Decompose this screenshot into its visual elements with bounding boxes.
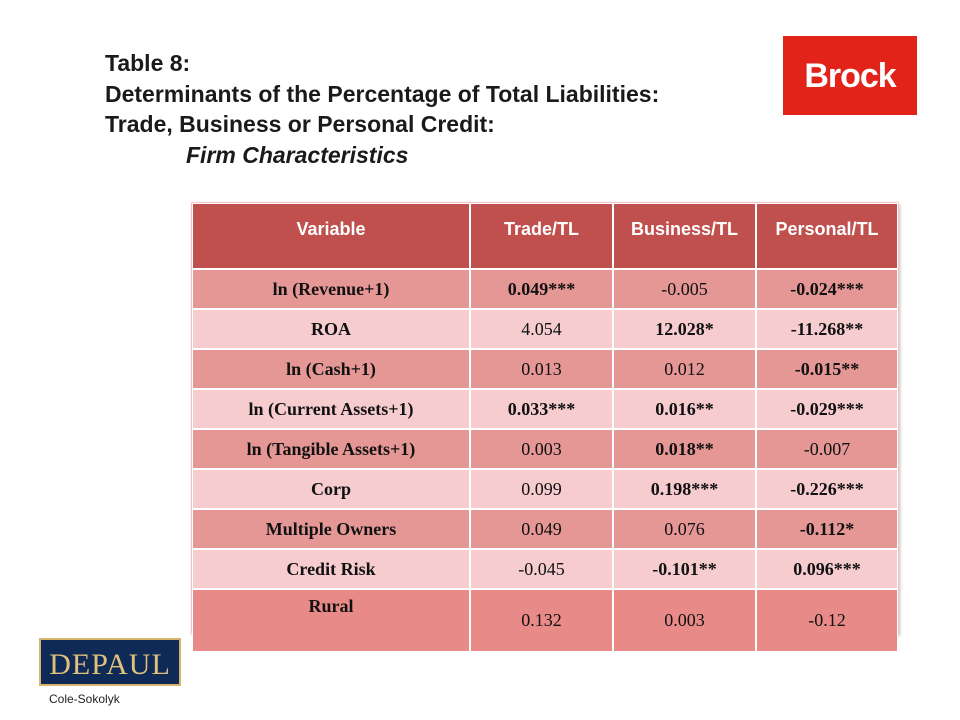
cell-personal: -0.226*** [756,469,898,509]
cell-personal: -0.112* [756,509,898,549]
cell-business: -0.005 [613,269,756,309]
table-header-row: Variable Trade/TL Business/TL Personal/T… [192,203,898,269]
row-variable: ln (Revenue+1) [192,269,470,309]
cell-trade: 0.049*** [470,269,613,309]
results-table: Variable Trade/TL Business/TL Personal/T… [192,203,898,652]
cell-trade: 0.099 [470,469,613,509]
table-row: ln (Revenue+1) 0.049*** -0.005 -0.024*** [192,269,898,309]
header-variable: Variable [192,203,470,269]
cell-business: 0.016** [613,389,756,429]
table-row: ln (Current Assets+1) 0.033*** 0.016** -… [192,389,898,429]
cell-trade: 0.132 [470,589,613,652]
title-subtitle: Firm Characteristics [186,141,409,168]
cell-personal: -11.268** [756,309,898,349]
row-variable: Multiple Owners [192,509,470,549]
table-row: Rural 0.132 0.003 -0.12 [192,589,898,652]
cell-trade: 4.054 [470,309,613,349]
cell-trade: 0.033*** [470,389,613,429]
cell-personal: -0.015** [756,349,898,389]
cell-personal: -0.007 [756,429,898,469]
cell-trade: 0.049 [470,509,613,549]
cell-business: 0.076 [613,509,756,549]
depaul-logo-text: DEPAUL [49,648,171,681]
header-business: Business/TL [613,203,756,269]
row-variable: Credit Risk [192,549,470,589]
row-variable: Corp [192,469,470,509]
cell-personal: -0.024*** [756,269,898,309]
cell-business: 0.003 [613,589,756,652]
cell-personal: -0.029*** [756,389,898,429]
title-line-2: Determinants of the Percentage of Total … [105,80,660,107]
row-variable: ROA [192,309,470,349]
footer-author: Cole-Sokolyk [49,692,120,706]
cell-personal: -0.12 [756,589,898,652]
cell-trade: -0.045 [470,549,613,589]
title-line-1: Table 8: [105,50,191,76]
cell-trade: 0.003 [470,429,613,469]
cell-business: 0.012 [613,349,756,389]
cell-business: -0.101** [613,549,756,589]
title-line-3: Trade, Business or Personal Credit: [105,111,495,137]
table-row: Multiple Owners 0.049 0.076 -0.112* [192,509,898,549]
results-table-container: Variable Trade/TL Business/TL Personal/T… [191,202,899,652]
slide-title: Table 8: Determinants of the Percentage … [105,48,785,170]
brock-logo-text: Brock [804,57,896,95]
cell-business: 0.198*** [613,469,756,509]
table-row: Corp 0.099 0.198*** -0.226*** [192,469,898,509]
table-row: ROA 4.054 12.028* -11.268** [192,309,898,349]
table-row: Credit Risk -0.045 -0.101** 0.096*** [192,549,898,589]
table-row: ln (Tangible Assets+1) 0.003 0.018** -0.… [192,429,898,469]
header-personal: Personal/TL [756,203,898,269]
row-variable: Rural [192,589,470,652]
brock-logo: Brock [783,36,917,115]
cell-business: 0.018** [613,429,756,469]
cell-personal: 0.096*** [756,549,898,589]
cell-business: 12.028* [613,309,756,349]
cell-trade: 0.013 [470,349,613,389]
row-variable: ln (Current Assets+1) [192,389,470,429]
row-variable: ln (Tangible Assets+1) [192,429,470,469]
depaul-logo: DEPAUL [39,638,181,686]
row-variable: ln (Cash+1) [192,349,470,389]
header-trade: Trade/TL [470,203,613,269]
table-row: ln (Cash+1) 0.013 0.012 -0.015** [192,349,898,389]
